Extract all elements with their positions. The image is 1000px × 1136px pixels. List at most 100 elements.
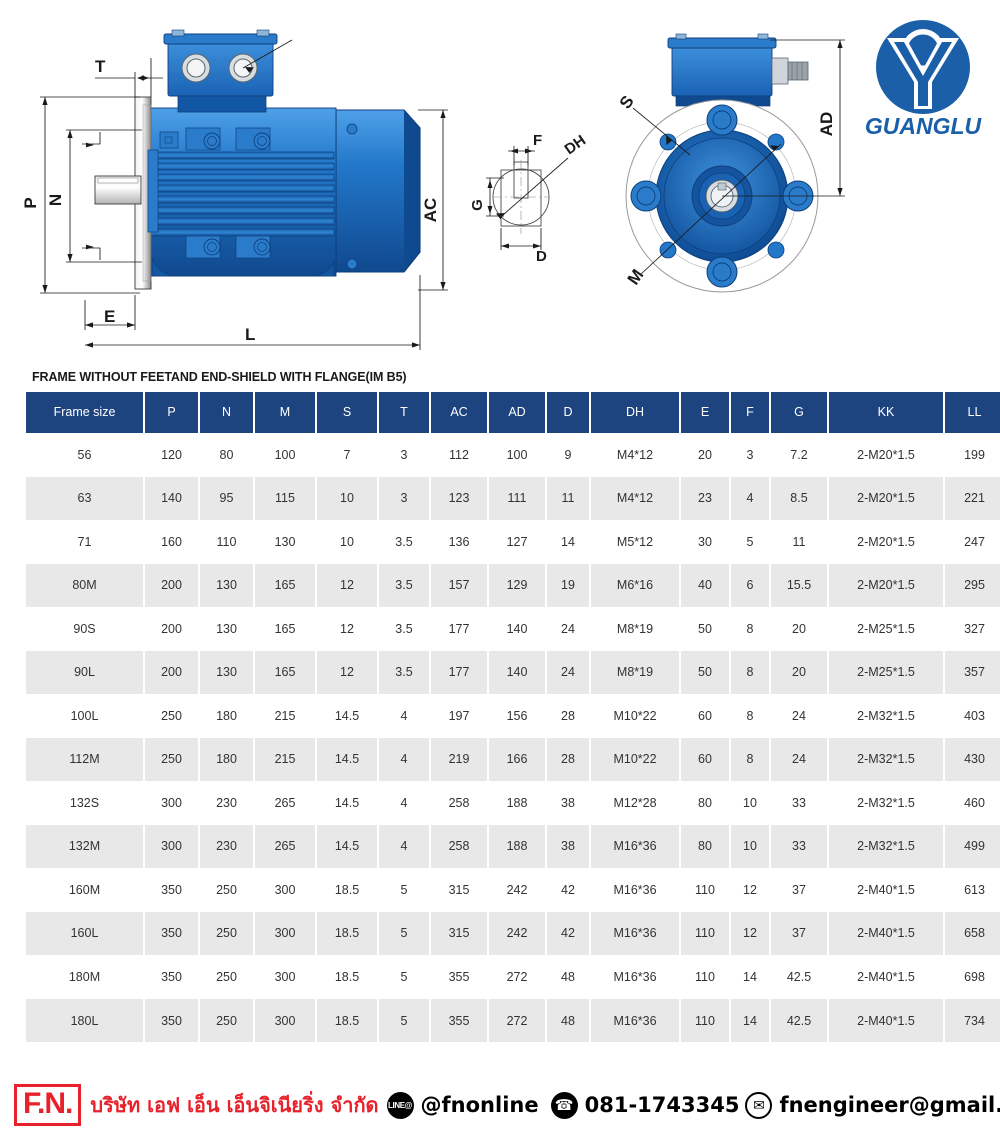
table-cell: 180 [199, 737, 255, 782]
table-cell: 165 [254, 563, 317, 608]
cell-frame-size: 90L [26, 650, 145, 695]
table-cell: 2-M25*1.5 [828, 650, 945, 695]
table-cell: 272 [488, 998, 547, 1042]
table-row: 180M 350 250 300 18.5 5 355 272 48 M16*36 110 14 42.… [26, 955, 1000, 999]
phone-number: 081-1743345 [584, 1093, 740, 1117]
table-cell: 50 [680, 650, 731, 695]
table-cell: 177 [430, 607, 489, 651]
table-cell: 11 [770, 520, 829, 564]
table-cell: M16*36 [590, 998, 681, 1042]
table-cell: 140 [488, 607, 547, 651]
table-cell: 2-M40*1.5 [828, 868, 945, 912]
table-cell: 300 [254, 868, 317, 912]
dim-label-p: P [21, 197, 40, 208]
table-cell: 350 [144, 911, 200, 956]
table-cell: 2-M20*1.5 [828, 520, 945, 564]
table-header: Frame size P N M S T AC AD D DH E F G KK… [26, 392, 1000, 434]
table-cell: 300 [254, 955, 317, 999]
table-cell: 8 [730, 694, 771, 738]
table-cell: 199 [944, 433, 1000, 477]
table-cell: 110 [199, 520, 255, 564]
guanglu-logo: GUANGLU [854, 14, 992, 142]
table-cell: 28 [546, 737, 591, 782]
cell-frame-size: 100L [26, 694, 145, 738]
table-cell: 156 [488, 694, 547, 738]
table-cell: 127 [488, 520, 547, 564]
table-cell: 100 [488, 433, 547, 477]
table-row: 90S 200 130 165 12 3.5 177 140 24 M8*19 50 8 20 2-M25… [26, 607, 1000, 651]
table-header-row: Frame size P N M S T AC AD D DH E F G KK… [26, 392, 1000, 434]
table-cell: 5 [378, 868, 431, 912]
table-cell: 250 [199, 868, 255, 912]
cell-frame-size: 90S [26, 607, 145, 651]
shaft-cross-section-icon [492, 160, 550, 234]
table-row: 80M 200 130 165 12 3.5 157 129 19 M6*16 40 6 15.5 2-M… [26, 563, 1000, 608]
table-row: 63 140 95 115 10 3 123 111 11 M4*12 23 4 8.5 2-M20*1.… [26, 476, 1000, 521]
dim-label-e: E [104, 307, 115, 326]
table-cell: 24 [770, 737, 829, 782]
table-cell: 295 [944, 563, 1000, 608]
table-cell: 95 [199, 476, 255, 521]
frame-dimension-table: Frame size P N M S T AC AD D DH E F G KK… [26, 392, 1000, 1042]
table-cell: 30 [680, 520, 731, 564]
table-cell: 3.5 [378, 650, 431, 695]
table-cell: 188 [488, 781, 547, 825]
table-row: 132M 300 230 265 14.5 4 258 188 38 M16*36 80 10 33 2-… [26, 824, 1000, 869]
table-row: 160M 350 250 300 18.5 5 315 242 42 M16*36 110 12 37 2… [26, 868, 1000, 912]
table-cell: M6*16 [590, 563, 681, 608]
table-cell: 165 [254, 650, 317, 695]
table-cell: 42 [546, 911, 591, 956]
table-cell: 4 [378, 781, 431, 825]
table-cell: 140 [144, 476, 200, 521]
table-cell: 265 [254, 781, 317, 825]
table-cell: 355 [430, 955, 489, 999]
cell-frame-size: 112M [26, 737, 145, 782]
table-cell: 3.5 [378, 607, 431, 651]
table-cell: 188 [488, 824, 547, 869]
table-cell: 38 [546, 824, 591, 869]
technical-drawing: T P N E L AC F G D DH S M AD [0, 0, 1000, 358]
table-cell: 315 [430, 868, 489, 912]
table-cell: 2-M40*1.5 [828, 911, 945, 956]
cell-frame-size: 180L [26, 998, 145, 1042]
table-cell: 33 [770, 824, 829, 869]
table-cell: 11 [546, 476, 591, 521]
table-cell: 5 [378, 998, 431, 1042]
table-cell: 350 [144, 998, 200, 1042]
table-cell: 300 [254, 911, 317, 956]
table-cell: 2-M20*1.5 [828, 563, 945, 608]
table-cell: M16*36 [590, 911, 681, 956]
table-cell: 40 [680, 563, 731, 608]
cell-frame-size: 71 [26, 520, 145, 564]
cell-frame-size: 160L [26, 911, 145, 956]
table-cell: M16*36 [590, 824, 681, 869]
table-cell: 110 [680, 955, 731, 999]
table-cell: 4 [378, 694, 431, 738]
table-cell: 430 [944, 737, 1000, 782]
column-header-n: N [199, 392, 255, 434]
column-header-frame-size: Frame size [26, 392, 145, 434]
column-header-ll: LL [944, 392, 1000, 434]
table-cell: 4 [378, 737, 431, 782]
table-cell: 20 [680, 433, 731, 477]
table-cell: 658 [944, 911, 1000, 956]
table-cell: M4*12 [590, 476, 681, 521]
dim-label-n: N [46, 194, 65, 206]
table-cell: 5 [730, 520, 771, 564]
table-cell: 734 [944, 998, 1000, 1042]
table-body: 56 120 80 100 7 3 112 100 9 M4*12 20 3 7.2 2-M20*1.5 1… [26, 433, 1000, 1042]
table-cell: M8*19 [590, 607, 681, 651]
column-header-ad: AD [488, 392, 547, 434]
table-cell: 3 [730, 433, 771, 477]
table-cell: 14.5 [316, 737, 379, 782]
table-cell: 60 [680, 737, 731, 782]
brand-name: GUANGLU [865, 113, 983, 139]
table-row: 90L 200 130 165 12 3.5 177 140 24 M8*19 50 8 20 2-M25… [26, 650, 1000, 695]
column-header-f: F [730, 392, 771, 434]
table-cell: 2-M20*1.5 [828, 433, 945, 477]
table-cell: 350 [144, 868, 200, 912]
table-cell: 2-M32*1.5 [828, 694, 945, 738]
table-cell: 250 [199, 955, 255, 999]
cell-frame-size: 132M [26, 824, 145, 869]
